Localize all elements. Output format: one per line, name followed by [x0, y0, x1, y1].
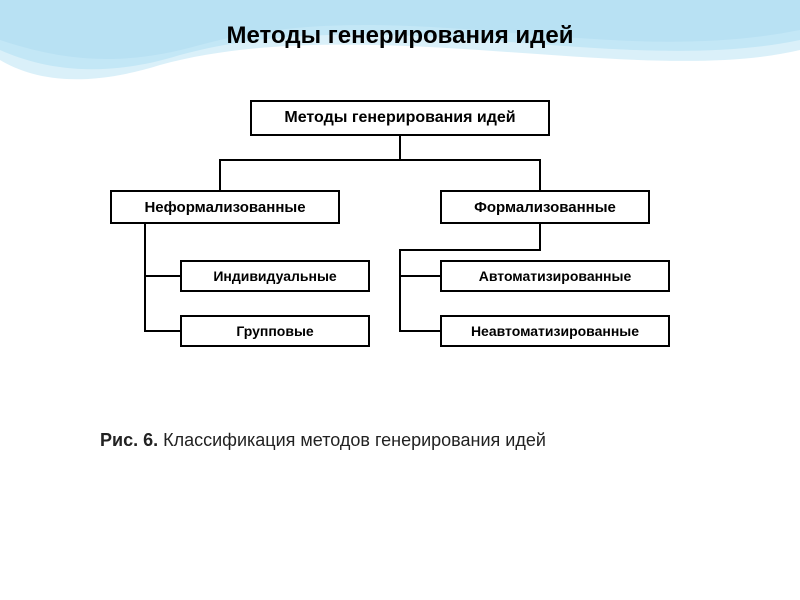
edge-inf-indiv — [145, 224, 180, 276]
figure-caption: Рис. 6. Классификация методов генерирова… — [100, 430, 546, 451]
caption-text: Классификация методов генерирования идей — [163, 430, 546, 450]
diagram-connectors — [100, 100, 700, 400]
caption-prefix: Рис. 6. — [100, 430, 163, 450]
slide: Методы генерирования идей Методы генерир… — [0, 0, 800, 600]
node-nonauto: Неавтоматизированные — [440, 315, 670, 347]
node-inf: Неформализованные — [110, 190, 340, 224]
node-form: Формализованные — [440, 190, 650, 224]
edge-root-form — [400, 136, 540, 190]
node-auto: Автоматизированные — [440, 260, 670, 292]
edge-form-nonauto — [400, 276, 440, 331]
slide-title: Методы генерирования идей — [0, 22, 800, 50]
diagram: Методы генерирования идей Неформализованн… — [100, 100, 700, 400]
edge-inf-group — [145, 224, 180, 331]
node-group: Групповые — [180, 315, 370, 347]
node-indiv: Индивидуальные — [180, 260, 370, 292]
edge-root-inf — [220, 136, 400, 190]
node-root: Методы генерирования идей — [250, 100, 550, 136]
